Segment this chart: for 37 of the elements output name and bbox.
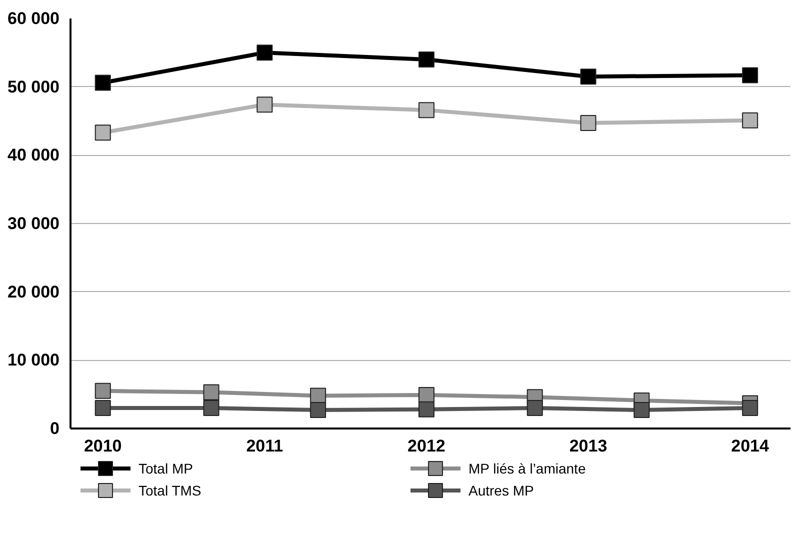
point (203, 384, 220, 400)
legend-label: Total MP (138, 460, 193, 476)
legend-label: Autres MP (468, 482, 534, 498)
y-tick-label: 50 000 (8, 77, 60, 96)
point (634, 402, 650, 418)
point (256, 96, 273, 113)
point (742, 112, 758, 128)
point (94, 382, 111, 399)
point (418, 102, 434, 118)
x-tick-label: 2012 (408, 436, 446, 456)
point (418, 52, 434, 68)
y-tick-label: 0 (50, 419, 60, 438)
point (742, 400, 758, 416)
point (203, 400, 220, 416)
point (742, 67, 758, 84)
y-tick-label: 20 000 (8, 282, 60, 302)
x-tick-label: 2013 (569, 436, 608, 456)
x-tick-label: 2014 (731, 436, 770, 456)
y-tick-label: 30 000 (8, 214, 60, 233)
point (418, 401, 434, 418)
point (418, 387, 434, 404)
point (580, 115, 596, 132)
legend-label: Total TMS (138, 482, 202, 498)
point (310, 402, 326, 418)
x-tick-label: 2010 (84, 436, 122, 456)
y-tick-label: 60 000 (8, 9, 60, 28)
point (580, 68, 596, 85)
point (526, 400, 543, 416)
point (94, 400, 111, 416)
point (310, 388, 326, 404)
legend-label: MP liés à l’amiante (468, 460, 586, 476)
y-tick-label: 10 000 (8, 350, 60, 370)
point (94, 124, 111, 141)
point (94, 74, 111, 91)
x-tick-label: 2011 (246, 436, 284, 456)
point (256, 44, 273, 61)
y-tick-label: 40 000 (8, 146, 60, 165)
